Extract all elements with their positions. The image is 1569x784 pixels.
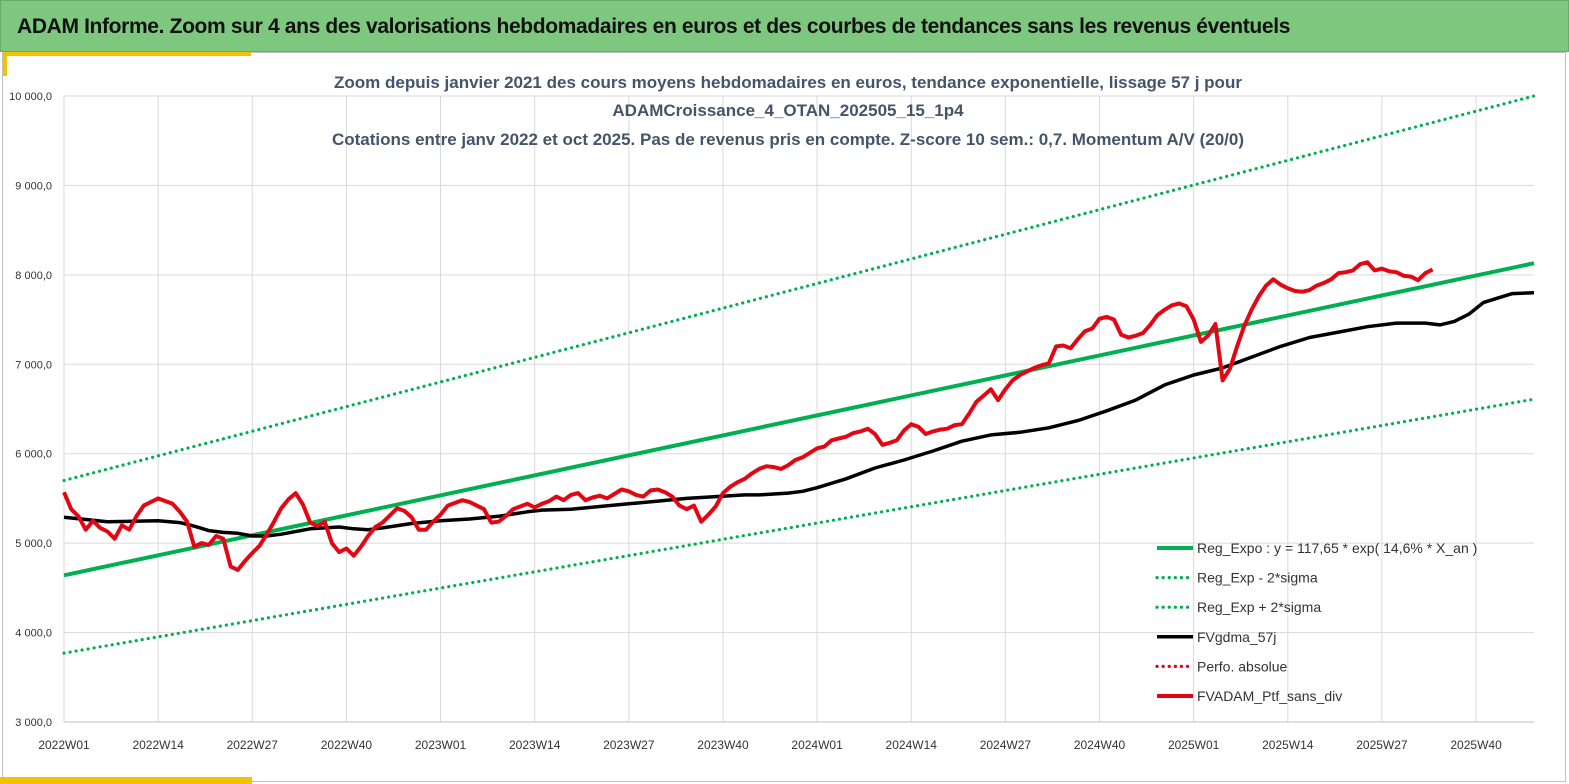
portfolio-value-line	[62, 260, 1434, 572]
x-axis-ticks: 2022W01 2022W14 2022W27 2022W40 2023W01 2023W…	[38, 738, 1502, 752]
x-tick-label: 2023W01	[415, 738, 467, 752]
y-tick-label: 5 000,0	[15, 538, 52, 550]
x-tick-label: 2023W40	[697, 738, 749, 752]
legend-label: Reg_Expo : y = 117,65 * exp( 14,6% * X_a…	[1197, 540, 1477, 556]
x-tick-label: 2022W27	[227, 738, 279, 752]
legend-label: Reg_Exp + 2*sigma	[1197, 599, 1321, 615]
y-tick-label: 8 000,0	[15, 270, 52, 282]
x-tick-label: 2022W14	[132, 738, 184, 752]
legend-label: Reg_Exp - 2*sigma	[1197, 570, 1318, 586]
legend-label: Perfo. absolue	[1197, 658, 1287, 674]
lower-band-line	[62, 397, 1536, 655]
corner-accent-bottom-left	[0, 777, 252, 784]
x-tick-label: 2023W27	[603, 738, 655, 752]
report-header-banner: ADAM Informe. Zoom sur 4 ans des valoris…	[0, 0, 1569, 52]
chart-gridlines	[63, 95, 1534, 723]
chart-series	[62, 94, 1536, 655]
chart-title-line: Zoom depuis janvier 2021 des cours moyen…	[334, 73, 1242, 92]
legend-label: FVADAM_Ptf_sans_div	[1197, 688, 1342, 704]
corner-accent-top-left	[3, 52, 7, 76]
x-tick-label: 2022W40	[321, 738, 373, 752]
moving-average-line	[63, 290, 1535, 538]
x-tick-label: 2023W14	[509, 738, 561, 752]
y-tick-label: 3 000,0	[15, 717, 52, 729]
y-axis-ticks: 3 000,0 4 000,0 5 000,0 6 000,0 7 000,0 8 000…	[9, 91, 52, 729]
y-tick-label: 9 000,0	[15, 180, 52, 192]
chart-legend: Reg_Expo : y = 117,65 * exp( 14,6% * X_a…	[1155, 540, 1477, 704]
chart-frame	[2, 52, 1566, 782]
y-tick-label: 6 000,0	[15, 449, 52, 461]
chart-title-line: ADAMCroissance_4_OTAN_202505_15_1p4	[612, 101, 964, 120]
x-tick-label: 2024W14	[886, 738, 938, 752]
x-tick-label: 2025W14	[1262, 738, 1314, 752]
x-tick-label: 2025W01	[1168, 738, 1220, 752]
corner-accent-top-left-bar	[3, 52, 251, 56]
chart-title-block: Zoom depuis janvier 2021 des cours moyen…	[332, 73, 1244, 149]
x-tick-label: 2025W27	[1356, 738, 1408, 752]
x-tick-label: 2024W27	[980, 738, 1032, 752]
chart-title-line: Cotations entre janv 2022 et oct 2025. P…	[332, 130, 1244, 149]
legend-label: FVgdma_57j	[1197, 629, 1276, 645]
regression-trend-line	[63, 261, 1535, 578]
y-tick-label: 7 000,0	[15, 359, 52, 371]
report-title: ADAM Informe. Zoom sur 4 ans des valoris…	[17, 15, 1291, 38]
x-tick-label: 2025W40	[1450, 738, 1502, 752]
x-tick-label: 2022W01	[38, 738, 90, 752]
x-tick-label: 2024W01	[791, 738, 843, 752]
y-tick-label: 10 000,0	[9, 91, 52, 103]
y-tick-label: 4 000,0	[15, 628, 52, 640]
x-tick-label: 2024W40	[1074, 738, 1126, 752]
